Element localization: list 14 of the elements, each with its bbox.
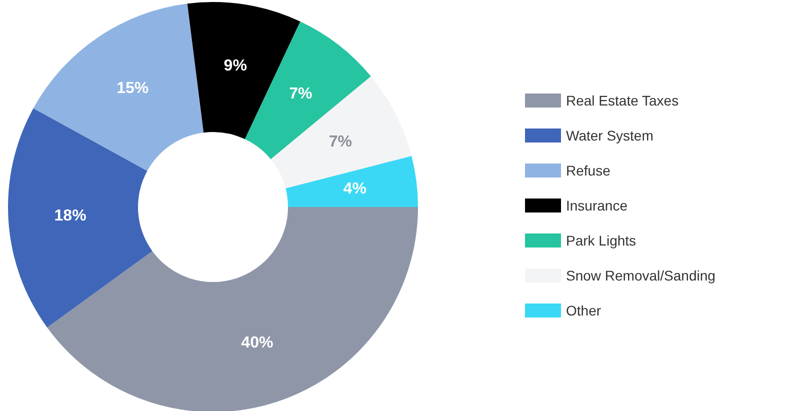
- data-label: 40%: [241, 334, 274, 352]
- legend-label: Refuse: [566, 162, 611, 178]
- data-label: 9%: [224, 57, 247, 74]
- data-label: 4%: [343, 180, 366, 198]
- data-label: 7%: [328, 134, 352, 151]
- legend-label: Insurance: [566, 198, 628, 214]
- data-label: 15%: [116, 80, 149, 98]
- data-label: 7%: [289, 86, 312, 103]
- legend-label: Water System: [566, 128, 654, 144]
- legend-label: Other: [566, 302, 602, 318]
- data-label: 18%: [54, 207, 86, 224]
- legend-label: Real Estate Taxes: [566, 92, 679, 108]
- legend-label: Snow Removal/Sanding: [566, 268, 716, 284]
- legend-label: Park Lights: [566, 232, 636, 248]
